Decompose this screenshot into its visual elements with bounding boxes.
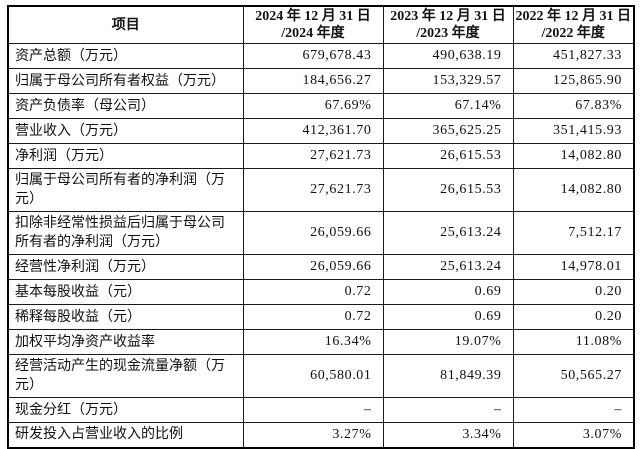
row-value: 26,615.53 <box>382 168 514 212</box>
row-value: 0.69 <box>382 279 514 305</box>
row-value: 451,827.33 <box>512 43 635 69</box>
table-row: 经营性净利润（万元） 26,059.66 25,613.24 14,978.01 <box>7 254 635 280</box>
row-value: 25,613.24 <box>382 211 514 255</box>
table-row: 基本每股收益（元） 0.72 0.69 0.20 <box>7 279 635 305</box>
row-value: 26,615.53 <box>382 143 514 169</box>
header-row: 项目 2024 年 12 月 31 日 /2024 年度 2023 年 12 月… <box>7 5 635 44</box>
row-value: 50,565.27 <box>512 354 635 398</box>
row-value: 81,849.39 <box>382 354 514 398</box>
row-value: 351,415.93 <box>512 118 635 144</box>
row-label: 扣除非经常性损益后归属于母公司所有者的净利润（万元） <box>7 211 244 255</box>
table-row: 研发投入占营业收入的比例 3.27% 3.34% 3.07% <box>7 422 635 448</box>
row-value: 0.69 <box>382 304 514 330</box>
row-label: 归属于母公司所有者权益（万元） <box>7 68 244 94</box>
row-value: 0.20 <box>512 279 635 305</box>
row-label: 研发投入占营业收入的比例 <box>7 422 244 448</box>
column-header-period-2023: 2023 年 12 月 31 日 /2023 年度 <box>382 5 514 44</box>
row-value: – <box>382 397 514 423</box>
row-value: 412,361.70 <box>242 118 384 144</box>
row-label: 净利润（万元） <box>7 143 244 169</box>
table-row: 加权平均净资产收益率 16.34% 19.07% 11.08% <box>7 329 635 355</box>
row-value: 67.14% <box>382 93 514 119</box>
period-2024-year: /2024 年度 <box>281 26 345 41</box>
row-value: 365,625.25 <box>382 118 514 144</box>
row-value: 67.83% <box>512 93 635 119</box>
row-value: 184,656.27 <box>242 68 384 94</box>
row-value: 27,621.73 <box>242 143 384 169</box>
row-value: – <box>242 397 384 423</box>
row-label: 归属于母公司所有者的净利润（万元） <box>7 168 244 212</box>
row-value: 19.07% <box>382 329 514 355</box>
table-header: 项目 2024 年 12 月 31 日 /2024 年度 2023 年 12 月… <box>7 5 635 44</box>
column-header-item: 项目 <box>7 5 244 44</box>
row-value: – <box>512 397 635 423</box>
row-value: 679,678.43 <box>242 43 384 69</box>
row-label: 基本每股收益（元） <box>7 279 244 305</box>
row-value: 0.72 <box>242 304 384 330</box>
table-row: 营业收入（万元） 412,361.70 365,625.25 351,415.93 <box>7 118 635 144</box>
row-value: 67.69% <box>242 93 384 119</box>
row-label: 营业收入（万元） <box>7 118 244 144</box>
row-value: 153,329.57 <box>382 68 514 94</box>
row-value: 26,059.66 <box>242 211 384 255</box>
table-row: 经营活动产生的现金流量净额（万元） 60,580.01 81,849.39 50,56… <box>7 354 635 398</box>
table-row: 扣除非经常性损益后归属于母公司所有者的净利润（万元） 26,059.66 25,61… <box>7 211 635 255</box>
row-label: 经营活动产生的现金流量净额（万元） <box>7 354 244 398</box>
period-2022-year: /2022 年度 <box>541 26 605 41</box>
table-row: 资产负债率（母公司） 67.69% 67.14% 67.83% <box>7 93 635 119</box>
table-row: 资产总额（万元） 679,678.43 490,638.19 451,827.33 <box>7 43 635 69</box>
column-header-period-2022: 2022 年 12 月 31 日 /2022 年度 <box>512 5 635 44</box>
row-value: 0.20 <box>512 304 635 330</box>
row-value: 16.34% <box>242 329 384 355</box>
table-body: 资产总额（万元） 679,678.43 490,638.19 451,827.33 归属… <box>7 43 635 448</box>
row-value: 26,059.66 <box>242 254 384 280</box>
row-value: 14,978.01 <box>512 254 635 280</box>
financial-summary-table: 项目 2024 年 12 月 31 日 /2024 年度 2023 年 12 月… <box>7 5 635 449</box>
row-label: 加权平均净资产收益率 <box>7 329 244 355</box>
column-header-period-2024: 2024 年 12 月 31 日 /2024 年度 <box>242 5 384 44</box>
row-value: 60,580.01 <box>242 354 384 398</box>
period-2023-date: 2023 年 12 月 31 日 <box>390 9 506 24</box>
row-value: 25,613.24 <box>382 254 514 280</box>
row-value: 7,512.17 <box>512 211 635 255</box>
row-label: 资产负债率（母公司） <box>7 93 244 119</box>
row-value: 125,865.90 <box>512 68 635 94</box>
row-value: 11.08% <box>512 329 635 355</box>
row-value: 3.07% <box>512 422 635 448</box>
period-2022-date: 2022 年 12 月 31 日 <box>515 9 632 24</box>
row-value: 3.34% <box>382 422 514 448</box>
table-row: 归属于母公司所有者权益（万元） 184,656.27 153,329.57 125,8… <box>7 68 635 94</box>
table-row: 归属于母公司所有者的净利润（万元） 27,621.73 26,615.53 14,08… <box>7 168 635 212</box>
row-value: 490,638.19 <box>382 43 514 69</box>
table-row: 净利润（万元） 27,621.73 26,615.53 14,082.80 <box>7 143 635 169</box>
table-row: 稀释每股收益（元） 0.72 0.69 0.20 <box>7 304 635 330</box>
row-label: 资产总额（万元） <box>7 43 244 69</box>
row-label: 现金分红（万元） <box>7 397 244 423</box>
row-value: 27,621.73 <box>242 168 384 212</box>
row-value: 14,082.80 <box>512 143 635 169</box>
row-label: 稀释每股收益（元） <box>7 304 244 330</box>
row-value: 0.72 <box>242 279 384 305</box>
period-2024-date: 2024 年 12 月 31 日 <box>255 9 371 24</box>
period-2023-year: /2023 年度 <box>416 26 480 41</box>
table-row: 现金分红（万元） – – – <box>7 397 635 423</box>
row-value: 14,082.80 <box>512 168 635 212</box>
row-label: 经营性净利润（万元） <box>7 254 244 280</box>
row-value: 3.27% <box>242 422 384 448</box>
